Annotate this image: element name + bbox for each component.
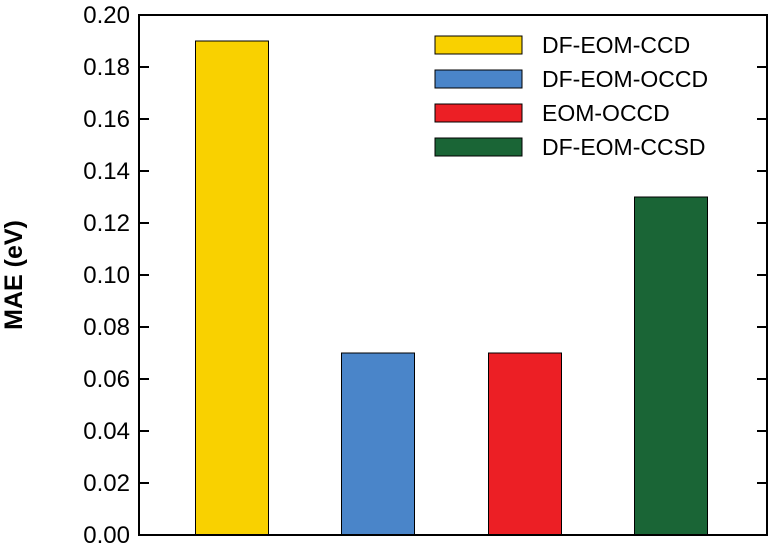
y-tick-label: 0.16 <box>83 106 130 133</box>
legend: DF-EOM-CCD DF-EOM-OCCD EOM-OCCD DF-EOM-CCSD <box>434 32 708 160</box>
bar-eom-occd <box>488 352 562 536</box>
y-axis-ticks: 0.00 0.02 0.04 0.06 0.08 0.10 0.12 0.14 0.16 0.18… <box>83 2 767 549</box>
legend-label: DF-EOM-CCSD <box>542 134 706 160</box>
bar-df-eom-ccsd <box>634 196 708 536</box>
bar-df-eom-occd <box>341 352 415 536</box>
legend-label: DF-EOM-CCD <box>542 32 690 58</box>
bars-group <box>195 40 708 536</box>
y-tick-label: 0.20 <box>83 2 130 29</box>
y-tick-label: 0.12 <box>83 210 130 237</box>
legend-swatch <box>434 35 523 55</box>
legend-label: EOM-OCCD <box>542 100 670 126</box>
y-tick-label: 0.04 <box>83 418 130 445</box>
y-axis-label: MAE (eV) <box>0 220 28 330</box>
legend-swatch <box>434 69 523 89</box>
y-tick-label: 0.14 <box>83 158 130 185</box>
legend-swatch <box>434 103 523 123</box>
y-tick-label: 0.18 <box>83 54 130 81</box>
y-tick-label: 0.02 <box>83 470 130 497</box>
y-tick-label: 0.00 <box>83 522 130 546</box>
bar-df-eom-ccd <box>195 40 269 536</box>
y-tick-label: 0.08 <box>83 314 130 341</box>
y-tick-label: 0.10 <box>83 262 130 289</box>
legend-label: DF-EOM-OCCD <box>542 66 708 92</box>
y-tick-label: 0.06 <box>83 366 130 393</box>
legend-swatch <box>434 137 523 157</box>
